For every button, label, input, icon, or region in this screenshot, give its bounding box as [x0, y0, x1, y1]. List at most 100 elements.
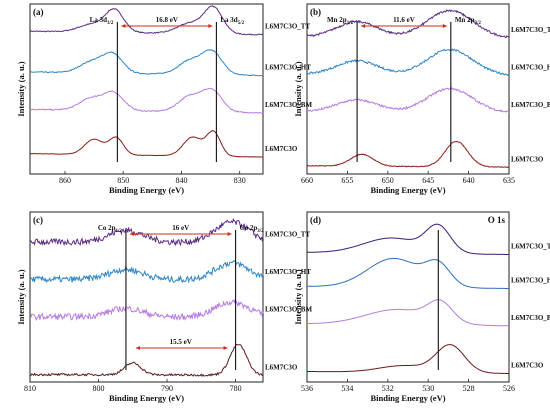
peak-label-left-main: Mn 2p [327, 16, 347, 24]
series-line [29, 259, 264, 284]
x-tick-label: 840 [175, 176, 187, 185]
x-tick-label: 860 [59, 176, 71, 185]
series-line [307, 299, 510, 327]
x-tick-label: 655 [341, 176, 353, 185]
plot-frame [306, 3, 510, 175]
series-line [30, 87, 264, 114]
series-line [29, 49, 264, 77]
arrow-head-left [361, 24, 366, 28]
peak-label-right-sub: 3/2 [257, 229, 264, 234]
peak-label-right: La 3d5/2 [220, 16, 244, 26]
x-tick-label: 780 [230, 384, 242, 393]
peak-label-right-sub: 3/2 [474, 21, 481, 26]
arrow-head-right [227, 232, 232, 236]
x-tick-label: 810 [24, 384, 36, 393]
series-line [29, 297, 264, 322]
series-line [29, 5, 264, 36]
panel-letter: (d) [310, 215, 321, 225]
series-line [306, 9, 510, 39]
x-tick-label: 534 [341, 384, 353, 393]
arrow-head-right [442, 24, 447, 28]
splitting-value: 11.6 eV [393, 16, 415, 24]
peak-label-left-sub: 1/2 [116, 229, 123, 234]
x-tick-label: 800 [93, 384, 105, 393]
series-line [306, 48, 510, 76]
x-axis-label: Binding Energy (eV) [370, 393, 445, 403]
peak-label-right-main: Mn 2p [455, 16, 475, 24]
series-line [307, 257, 509, 289]
x-tick-label: 530 [422, 384, 434, 393]
x-tick-label: 645 [422, 176, 434, 185]
plot-frame [29, 211, 264, 383]
y-axis-label: Intensity (a. u.) [16, 61, 26, 116]
splitting-value: 16 eV [172, 224, 189, 232]
series-label: L6M7C3O_BM [511, 314, 550, 322]
panel-1: 660 655 650 645 640 635 Binding Energy (eV) Int… [293, 3, 550, 195]
x-tick-label: 635 [503, 176, 515, 185]
peak-label-left-sub: 1/2 [347, 21, 354, 26]
splitting-value: 16.8 eV [156, 16, 178, 24]
panel-3: 536 534 532 530 528 526 Binding Energy (eV) Int… [293, 211, 550, 403]
panel-letter: (b) [310, 7, 321, 17]
series-label: L6M7C3O [511, 362, 544, 370]
x-tick-label: 536 [301, 384, 313, 393]
series-label: L6M7C3O_HT [511, 63, 550, 71]
arrow-head-left [121, 24, 126, 28]
plot-frame [306, 211, 510, 383]
y-axis-label: Intensity (a. u.) [16, 269, 26, 324]
x-tick-label: 650 [382, 176, 394, 185]
peak-label-right: Co 2p3/2 [240, 224, 265, 234]
x-tick-label: 528 [463, 384, 475, 393]
panel-letter: (c) [33, 215, 43, 225]
x-axis-label: Binding Energy (eV) [109, 393, 184, 403]
peak-label-right-main: Co 2p [240, 224, 258, 232]
x-axis-label: Binding Energy (eV) [109, 185, 184, 195]
x-tick-label: 640 [463, 176, 475, 185]
series-label: L6M7C3O_BM [265, 305, 312, 313]
panel-2: 810 800 790 780 Binding Energy (eV) Intensity… [16, 211, 312, 403]
peak-label-right: Mn 2p3/2 [455, 16, 482, 26]
arrow-head-right [208, 24, 213, 28]
series-label: L6M7C3O_BM [511, 101, 550, 109]
series-label: L6M7C3O_HT [265, 63, 311, 71]
x-tick-label: 532 [382, 384, 394, 393]
series-label: L6M7C3O_TT [265, 231, 310, 239]
series-line [29, 130, 264, 158]
peak-label-left-sub: 3/2 [107, 21, 114, 26]
peak-label-left-main: Co 2p [98, 224, 116, 232]
series-label: L6M7C3O [265, 363, 298, 371]
arrow-head-right-2 [223, 346, 228, 350]
series-line [29, 344, 264, 378]
panel-title: O 1s [488, 215, 506, 225]
series-label: L6M7C3O_TT [265, 23, 310, 31]
series-label: L6M7C3O_BM [265, 101, 312, 109]
plot-frame [29, 3, 264, 175]
series-line [307, 344, 509, 374]
peak-label-right-main: La 3d [220, 16, 237, 24]
series-label: L6M7C3O_TT [511, 243, 550, 251]
x-tick-label: 850 [117, 176, 129, 185]
arrow-head-left [129, 232, 134, 236]
peak-label-left: La 3d3/2 [90, 16, 114, 26]
series-line [29, 217, 264, 247]
peak-label-left: Mn 2p1/2 [327, 16, 354, 26]
y-axis-label: Intensity (a. u.) [293, 61, 303, 116]
series-line [307, 223, 509, 255]
series-line [306, 86, 510, 113]
series-label: L6M7C3O [511, 155, 544, 163]
arrow-head-left-2 [135, 346, 140, 350]
splitting-value-2: 15.5 eV [170, 338, 192, 346]
series-line [306, 140, 510, 169]
x-tick-label: 790 [161, 384, 173, 393]
y-axis-label: Intensity (a. u.) [293, 269, 303, 324]
peak-label-right-sub: 5/2 [238, 21, 245, 26]
x-tick-label: 526 [503, 384, 515, 393]
x-tick-label: 830 [234, 176, 246, 185]
peak-label-left: Co 2p1/2 [98, 224, 123, 234]
series-label: L6M7C3O_HT [511, 277, 550, 285]
x-axis-label: Binding Energy (eV) [370, 185, 445, 195]
panel-0: 860 850 840 830 Binding Energy (eV) Intensity… [16, 3, 312, 195]
panel-letter: (a) [33, 7, 44, 17]
